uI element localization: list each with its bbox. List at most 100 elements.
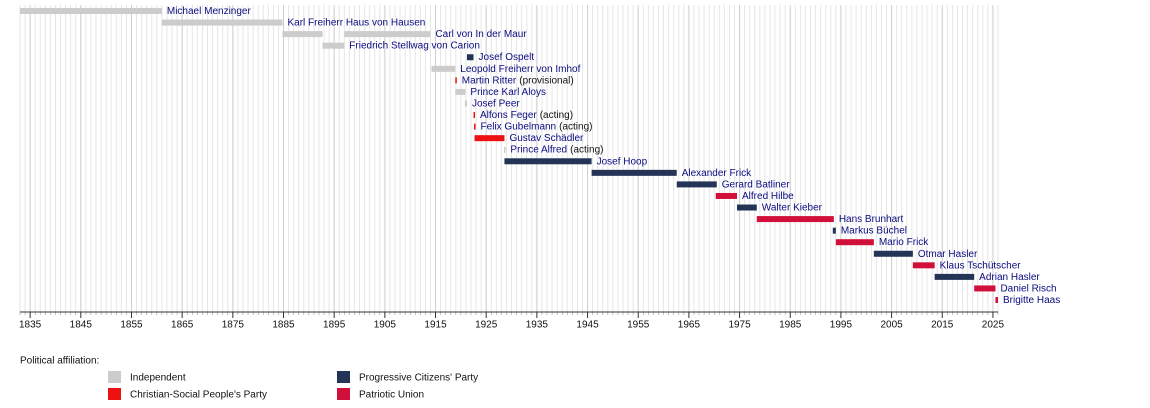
bar — [322, 42, 345, 49]
bar-label: Martin Ritter (provisional) — [462, 75, 574, 86]
bar-label: Friedrich Stellwag von Carion — [349, 40, 480, 51]
leader-name: Prince Karl Aloys — [470, 87, 546, 98]
leader-name: Michael Menzinger — [167, 6, 252, 17]
leader-name: Friedrich Stellwag von Carion — [349, 40, 480, 51]
leader-name: Josef Ospelt — [479, 52, 535, 63]
bar-label: Otmar Hasler — [918, 248, 978, 259]
leader-name: Alfred Hilbe — [742, 191, 794, 202]
bar-label: Carl von In der Maur — [435, 29, 527, 40]
bar — [912, 262, 935, 269]
bar — [474, 135, 505, 142]
leader-name: Prince Alfred — [510, 144, 567, 155]
bar-label: Mario Frick — [879, 237, 929, 248]
x-tick-label: 1855 — [120, 320, 143, 331]
bar-label: Michael Menzinger — [167, 6, 252, 17]
bar — [873, 250, 913, 257]
bar — [161, 19, 283, 26]
x-tick-label: 1945 — [576, 320, 599, 331]
bar — [282, 31, 323, 38]
x-tick-label: 1995 — [830, 320, 853, 331]
x-tick-label: 1965 — [678, 320, 701, 331]
legend-swatch — [108, 388, 121, 400]
bar — [20, 8, 162, 14]
leader-name: Martin Ritter — [462, 75, 517, 86]
legend-swatch — [337, 371, 350, 383]
bar-label: Prince Alfred (acting) — [510, 144, 603, 155]
bar — [464, 100, 467, 107]
leader-name: Felix Gubelmann — [481, 121, 557, 132]
bar — [474, 123, 476, 130]
x-tick-label: 1875 — [222, 320, 245, 331]
leader-name: Gustav Schädler — [509, 133, 584, 144]
bar-label: Adrian Hasler — [979, 272, 1040, 283]
leader-name: Josef Hoop — [597, 156, 648, 167]
x-tick-label: 1905 — [374, 320, 397, 331]
leader-note: (acting) — [559, 121, 592, 132]
legend-label: Christian-Social People's Party — [130, 390, 267, 401]
bar-label: Hans Brunhart — [839, 214, 904, 225]
bar-label: Alfred Hilbe — [742, 191, 794, 202]
bar — [455, 77, 457, 84]
leader-name: Carl von In der Maur — [435, 29, 527, 40]
x-tick-label: 1955 — [627, 320, 650, 331]
bar — [431, 65, 456, 72]
leader-name: Markus Büchel — [841, 225, 907, 236]
legend-label: Progressive Citizens' Party — [359, 373, 478, 384]
legend-label: Patriotic Union — [359, 390, 424, 401]
leader-name: Otmar Hasler — [918, 248, 978, 259]
x-tick-label: 1835 — [19, 320, 42, 331]
x-tick-label: 1975 — [728, 320, 751, 331]
bar — [995, 297, 998, 303]
bar — [466, 54, 474, 61]
legend-swatch — [337, 388, 350, 400]
bar-label: Josef Peer — [472, 98, 520, 109]
bar-label: Markus Büchel — [841, 225, 907, 236]
leader-name: Gerard Batliner — [722, 179, 790, 190]
bar-label: Alexander Frick — [682, 167, 752, 178]
bar — [504, 158, 592, 165]
bar — [835, 239, 874, 246]
bar — [473, 112, 476, 119]
bar — [756, 216, 834, 223]
bar — [974, 285, 996, 292]
bar — [737, 204, 757, 211]
bar-label: Klaus Tschütscher — [940, 260, 1022, 271]
bar-label: Josef Hoop — [597, 156, 648, 167]
leader-note: (acting) — [540, 110, 573, 121]
bar-label: Karl Freiherr Haus von Hausen — [287, 17, 425, 28]
bar-label: Prince Karl Aloys — [470, 87, 546, 98]
x-tick-label: 1985 — [779, 320, 802, 331]
leader-name: Hans Brunhart — [839, 214, 904, 225]
bar-label: Gustav Schädler — [509, 133, 584, 144]
x-tick-label: 2005 — [880, 320, 903, 331]
bar — [832, 227, 836, 234]
x-tick-label: 1935 — [526, 320, 549, 331]
leader-name: Walter Kieber — [762, 202, 823, 213]
bar-label: Daniel Risch — [1000, 283, 1056, 294]
bar-label: Leopold Freiherr von Imhof — [460, 63, 580, 74]
bar-label: Alfons Feger (acting) — [480, 110, 573, 121]
x-tick-label: 1865 — [171, 320, 194, 331]
leader-note: (acting) — [570, 144, 603, 155]
leader-name: Alexander Frick — [682, 167, 752, 178]
x-tick-label: 2025 — [982, 320, 1005, 331]
bar-label: Gerard Batliner — [722, 179, 790, 190]
leader-name: Brigitte Haas — [1003, 295, 1060, 306]
x-tick-label: 1845 — [70, 320, 93, 331]
legend-label: Independent — [130, 373, 186, 384]
leader-note: (provisional) — [519, 75, 573, 86]
bar — [715, 192, 738, 199]
legend-title: Political affiliation: — [20, 356, 99, 367]
x-tick-label: 1915 — [424, 320, 447, 331]
leader-name: Alfons Feger — [480, 110, 537, 121]
leader-name: Karl Freiherr Haus von Hausen — [287, 17, 425, 28]
leader-name: Leopold Freiherr von Imhof — [460, 63, 580, 74]
bar — [455, 88, 466, 95]
bar — [934, 273, 975, 280]
leader-name: Josef Peer — [472, 98, 520, 109]
x-tick-label: 1885 — [272, 320, 295, 331]
x-tick-label: 1895 — [323, 320, 346, 331]
bar — [503, 146, 506, 153]
bar-label: Felix Gubelmann (acting) — [481, 121, 593, 132]
